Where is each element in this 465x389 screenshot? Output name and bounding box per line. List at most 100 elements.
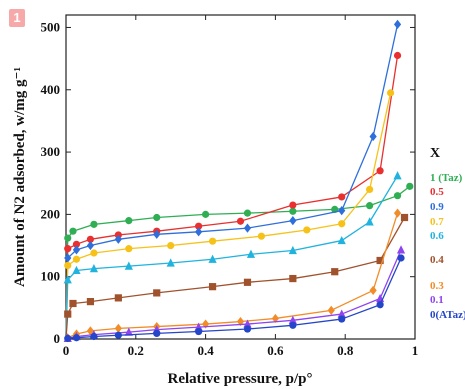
data-point [271, 313, 279, 324]
legend-entry: 0.3 [430, 280, 444, 292]
series-5 [64, 213, 409, 340]
series-1 [64, 51, 402, 340]
data-point [376, 301, 384, 309]
data-point [406, 182, 414, 190]
data-point [386, 89, 395, 97]
data-point [393, 51, 402, 60]
y-tick-label: 200 [41, 206, 61, 221]
data-point [338, 315, 346, 323]
data-point [72, 265, 81, 275]
y-tick-label: 100 [41, 269, 61, 284]
y-tick-label: 500 [41, 19, 61, 34]
data-point [195, 327, 203, 336]
y-axis-label: Amount of N2 adsorbed, w/mg g⁻¹ [12, 67, 28, 287]
data-point [243, 209, 252, 217]
data-point [153, 213, 161, 222]
legend-entry: 0(ATaz) [430, 309, 465, 321]
figure-number-badge: 1 [9, 9, 25, 27]
data-point [366, 202, 374, 210]
series-8 [64, 254, 405, 342]
data-point [124, 327, 133, 336]
data-point [72, 334, 81, 342]
data-point [289, 207, 297, 215]
data-point [246, 249, 256, 258]
y-tick-label: 300 [41, 144, 61, 159]
data-point [86, 326, 95, 336]
data-point [72, 255, 81, 263]
data-point [400, 213, 409, 222]
data-point [64, 253, 72, 263]
data-point [376, 167, 384, 175]
legend-entry: 0.6 [430, 230, 444, 242]
data-point [369, 285, 377, 295]
data-point [365, 217, 374, 226]
data-point [289, 274, 297, 283]
x-tick-label: 1 [412, 343, 419, 358]
data-point [208, 254, 217, 263]
data-point [195, 222, 203, 230]
data-point [208, 237, 217, 245]
x-tick-label: 0.6 [267, 343, 284, 358]
legend-entry: 1 (Taz) [430, 172, 463, 184]
data-point [396, 245, 406, 254]
series-line [65, 175, 399, 340]
data-point [338, 206, 346, 216]
data-point [303, 226, 311, 234]
data-point [153, 289, 161, 297]
series-4 [63, 171, 402, 340]
data-point [393, 192, 402, 200]
data-point [89, 263, 99, 273]
data-point [202, 210, 210, 218]
data-point [289, 216, 297, 226]
data-point [114, 234, 122, 244]
data-point [397, 254, 405, 262]
series-line [65, 212, 399, 340]
data-point [125, 217, 133, 225]
series-7 [63, 245, 406, 342]
legend-title: X [430, 146, 440, 161]
data-point [289, 321, 297, 329]
data-point [288, 245, 297, 255]
data-point [243, 325, 252, 333]
data-point [69, 299, 77, 308]
data-point [153, 229, 161, 239]
axes: 0 0.2 0.4 0.6 0.8 1 0 100 200 300 400 500 [41, 15, 419, 358]
data-point [337, 235, 346, 245]
data-point [338, 220, 346, 228]
data-point [63, 275, 72, 284]
series-line [65, 92, 392, 340]
data-point [366, 185, 374, 194]
data-point [393, 171, 402, 180]
data-point [90, 249, 98, 257]
data-point [86, 298, 95, 306]
data-point [167, 241, 175, 250]
x-tick-label: 0.4 [197, 343, 214, 358]
data-point [64, 234, 72, 242]
data-point [243, 319, 252, 328]
data-point [125, 245, 133, 253]
data-point [369, 131, 377, 142]
data-point [338, 193, 346, 201]
series-line [65, 185, 411, 340]
data-point [153, 329, 161, 337]
y-tick-label: 0 [54, 331, 61, 346]
data-point [114, 331, 122, 339]
data-point [86, 240, 95, 251]
data-point [114, 323, 122, 334]
data-point [64, 261, 72, 270]
x-tick-label: 0.8 [337, 343, 354, 358]
x-tick-label: 0.2 [128, 343, 144, 358]
legend-entry: 0.5 [430, 186, 444, 198]
legend-entry: 0.1 [430, 294, 444, 306]
data-point [288, 315, 297, 324]
data-point [257, 232, 266, 240]
data-point [195, 227, 203, 237]
data-point [64, 310, 72, 318]
legend-entry: 0.9 [430, 201, 444, 213]
data-point [86, 235, 95, 243]
series-2 [64, 19, 402, 340]
data-point [289, 201, 297, 209]
data-point [69, 227, 77, 235]
data-point [114, 294, 122, 302]
